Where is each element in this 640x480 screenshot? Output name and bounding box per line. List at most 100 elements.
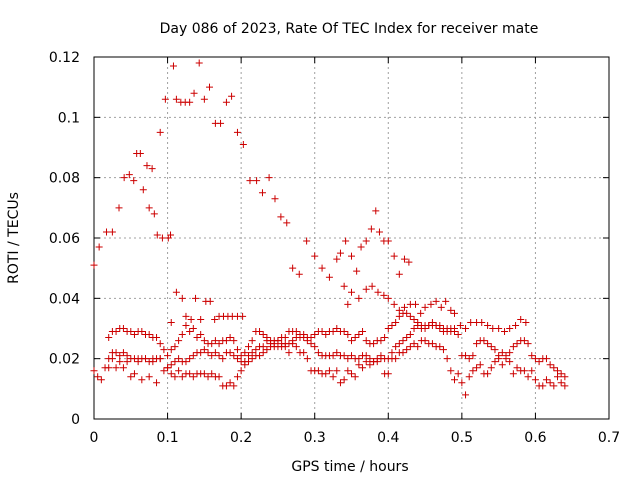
data-point	[506, 358, 514, 366]
data-point	[528, 352, 536, 360]
data-point	[357, 243, 365, 251]
data-point	[193, 334, 201, 342]
data-point	[554, 367, 561, 375]
data-point	[489, 325, 497, 332]
data-point	[329, 373, 337, 381]
data-point	[206, 83, 214, 91]
x-tick-label: 0.4	[377, 430, 399, 446]
data-point	[524, 340, 532, 348]
data-point	[355, 331, 363, 339]
data-point	[384, 294, 392, 302]
data-point	[197, 349, 205, 357]
data-point	[230, 352, 238, 360]
data-point	[138, 376, 146, 384]
data-point	[248, 349, 256, 357]
data-point	[258, 189, 266, 197]
data-point	[237, 358, 245, 366]
data-point	[263, 334, 271, 342]
data-point	[259, 343, 267, 351]
data-point	[421, 337, 429, 345]
data-point	[241, 349, 249, 357]
data-point	[145, 204, 153, 212]
data-point	[522, 318, 530, 326]
data-point	[233, 373, 241, 381]
data-point	[171, 358, 179, 366]
data-point	[186, 328, 194, 336]
data-point	[458, 379, 466, 387]
data-point	[123, 358, 131, 366]
data-point	[550, 382, 558, 390]
data-point	[478, 318, 486, 326]
data-point	[311, 252, 319, 260]
data-point	[417, 309, 425, 317]
data-point	[314, 367, 322, 375]
data-point	[192, 294, 200, 302]
data-point	[322, 370, 330, 378]
data-point	[384, 237, 392, 245]
data-point	[112, 364, 120, 372]
data-point	[175, 337, 183, 345]
data-point	[372, 207, 380, 215]
data-point	[542, 355, 550, 363]
data-point	[208, 370, 216, 378]
data-point	[451, 325, 458, 332]
data-point	[208, 340, 216, 348]
data-point	[208, 352, 216, 360]
data-point	[150, 210, 158, 218]
data-point	[123, 352, 131, 360]
data-point	[222, 337, 230, 345]
data-point	[189, 352, 197, 360]
data-point	[160, 367, 168, 375]
data-point	[336, 379, 344, 387]
data-point	[390, 252, 398, 260]
data-point	[161, 95, 169, 103]
data-point	[325, 273, 333, 281]
data-point	[348, 370, 355, 378]
data-point	[506, 349, 514, 357]
data-point	[454, 331, 462, 339]
data-point	[143, 162, 151, 170]
data-point	[406, 343, 414, 351]
data-point	[138, 328, 146, 336]
data-point	[285, 340, 293, 348]
data-point	[171, 343, 179, 351]
data-point	[406, 331, 414, 339]
y-tick-labels: 0 0.02 0.04 0.06 0.08 0.1 0.12	[49, 50, 80, 428]
data-point	[219, 355, 227, 363]
data-point	[439, 346, 447, 354]
data-point	[362, 358, 370, 366]
data-point	[342, 237, 350, 245]
data-point	[303, 237, 311, 245]
data-point	[390, 300, 398, 308]
data-point	[311, 331, 319, 339]
data-point	[189, 373, 197, 381]
data-point	[366, 355, 374, 363]
data-point	[271, 195, 279, 203]
data-point	[115, 204, 123, 212]
data-point	[436, 343, 444, 351]
data-point	[226, 334, 234, 342]
data-point	[289, 337, 297, 345]
data-point	[167, 370, 175, 378]
data-point	[517, 315, 525, 323]
data-point	[148, 165, 156, 173]
data-point	[399, 337, 407, 345]
data-point	[119, 364, 127, 372]
data-point	[204, 373, 212, 381]
data-point	[318, 264, 326, 272]
data-point	[195, 59, 203, 67]
data-point	[473, 340, 481, 348]
data-point	[531, 355, 539, 363]
data-point	[259, 349, 267, 357]
data-point	[295, 270, 303, 278]
data-point	[277, 213, 285, 221]
data-point	[520, 367, 528, 375]
data-point	[171, 373, 179, 381]
data-point	[164, 352, 172, 360]
y-tick-label: 0.1	[58, 110, 80, 126]
data-point	[465, 373, 473, 381]
data-point	[265, 174, 273, 182]
data-point	[355, 361, 363, 369]
data-point	[222, 382, 230, 390]
data-point	[303, 355, 311, 363]
